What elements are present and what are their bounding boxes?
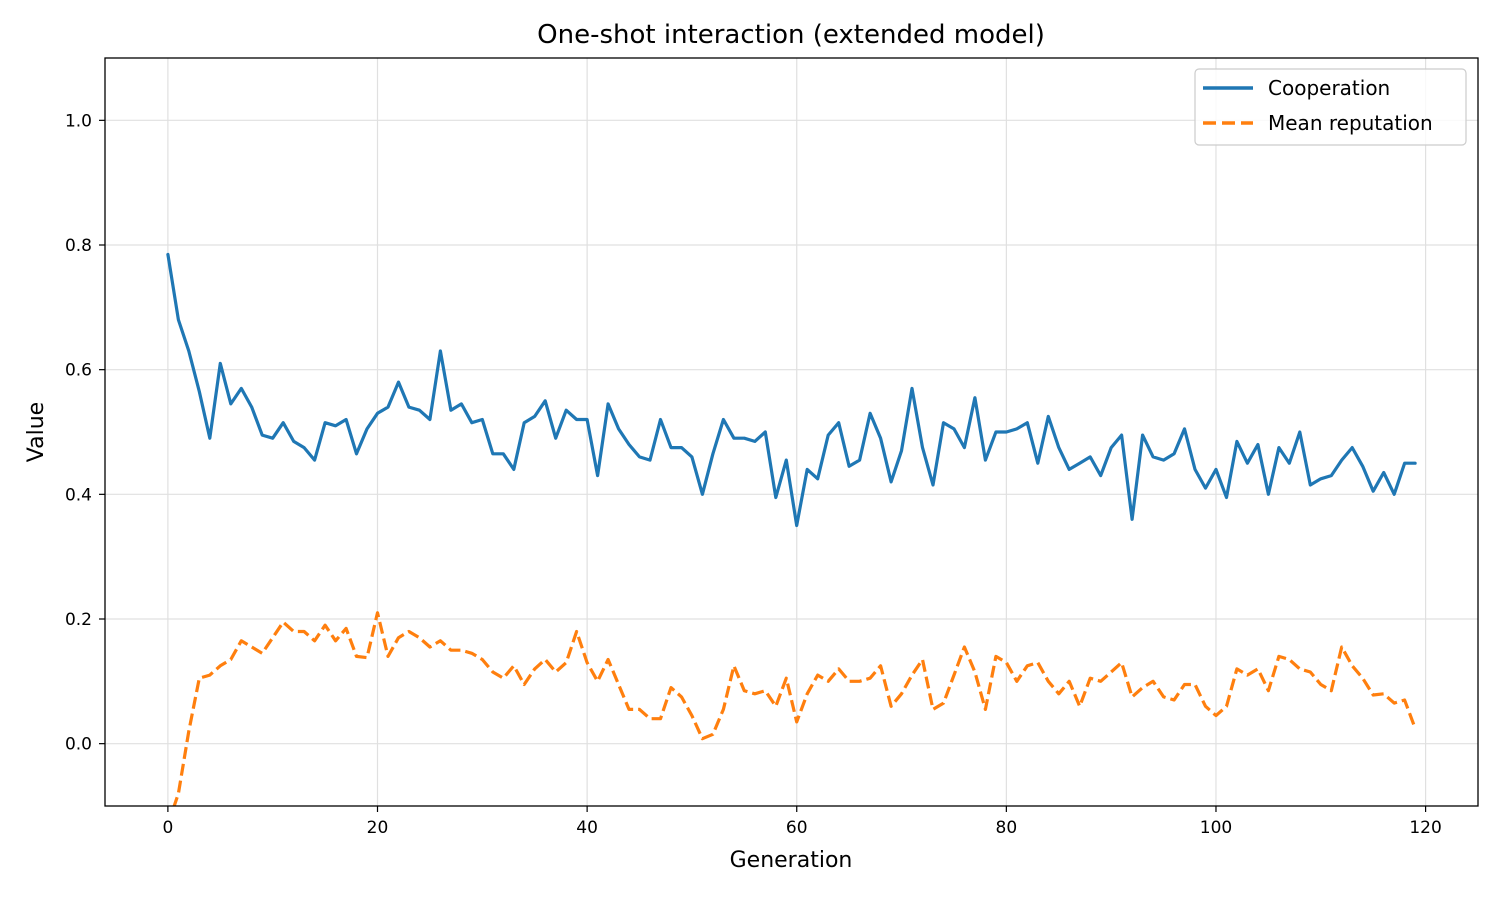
series-line-mean-reputation (172, 611, 1417, 806)
y-axis-label: Value (24, 402, 49, 462)
y-tick-label: 0.0 (65, 735, 92, 755)
legend: Cooperation Mean reputation (1194, 68, 1467, 146)
x-tick-label: 60 (786, 818, 808, 838)
y-tick-label: 0.2 (65, 610, 92, 630)
plot-frame (104, 57, 1479, 807)
chart-title: One-shot interaction (extended model) (537, 20, 1045, 50)
x-tick-label: 40 (576, 818, 598, 838)
x-tick-label: 20 (367, 818, 389, 838)
y-tick-label: 0.8 (65, 236, 92, 256)
y-tick-label: 0.4 (65, 485, 92, 505)
x-tick-label: 0 (162, 818, 173, 838)
series-line-cooperation (166, 252, 1417, 528)
legend-label-cooperation: Cooperation (1268, 76, 1390, 100)
x-tick-label: 120 (1409, 818, 1441, 838)
axis-ticks: 0 20 40 60 80 100 120 0.0 0.2 0.4 0.6 0.8 1.0 (65, 111, 1442, 838)
y-tick-label: 0.6 (65, 361, 92, 381)
series-layer (166, 252, 1417, 806)
x-axis-label: Generation (730, 848, 853, 873)
legend-box (1194, 68, 1467, 146)
y-tick-label: 1.0 (65, 111, 92, 131)
legend-label-mean-reputation: Mean reputation (1268, 111, 1433, 135)
x-tick-label: 80 (996, 818, 1018, 838)
x-tick-label: 100 (1200, 818, 1232, 838)
